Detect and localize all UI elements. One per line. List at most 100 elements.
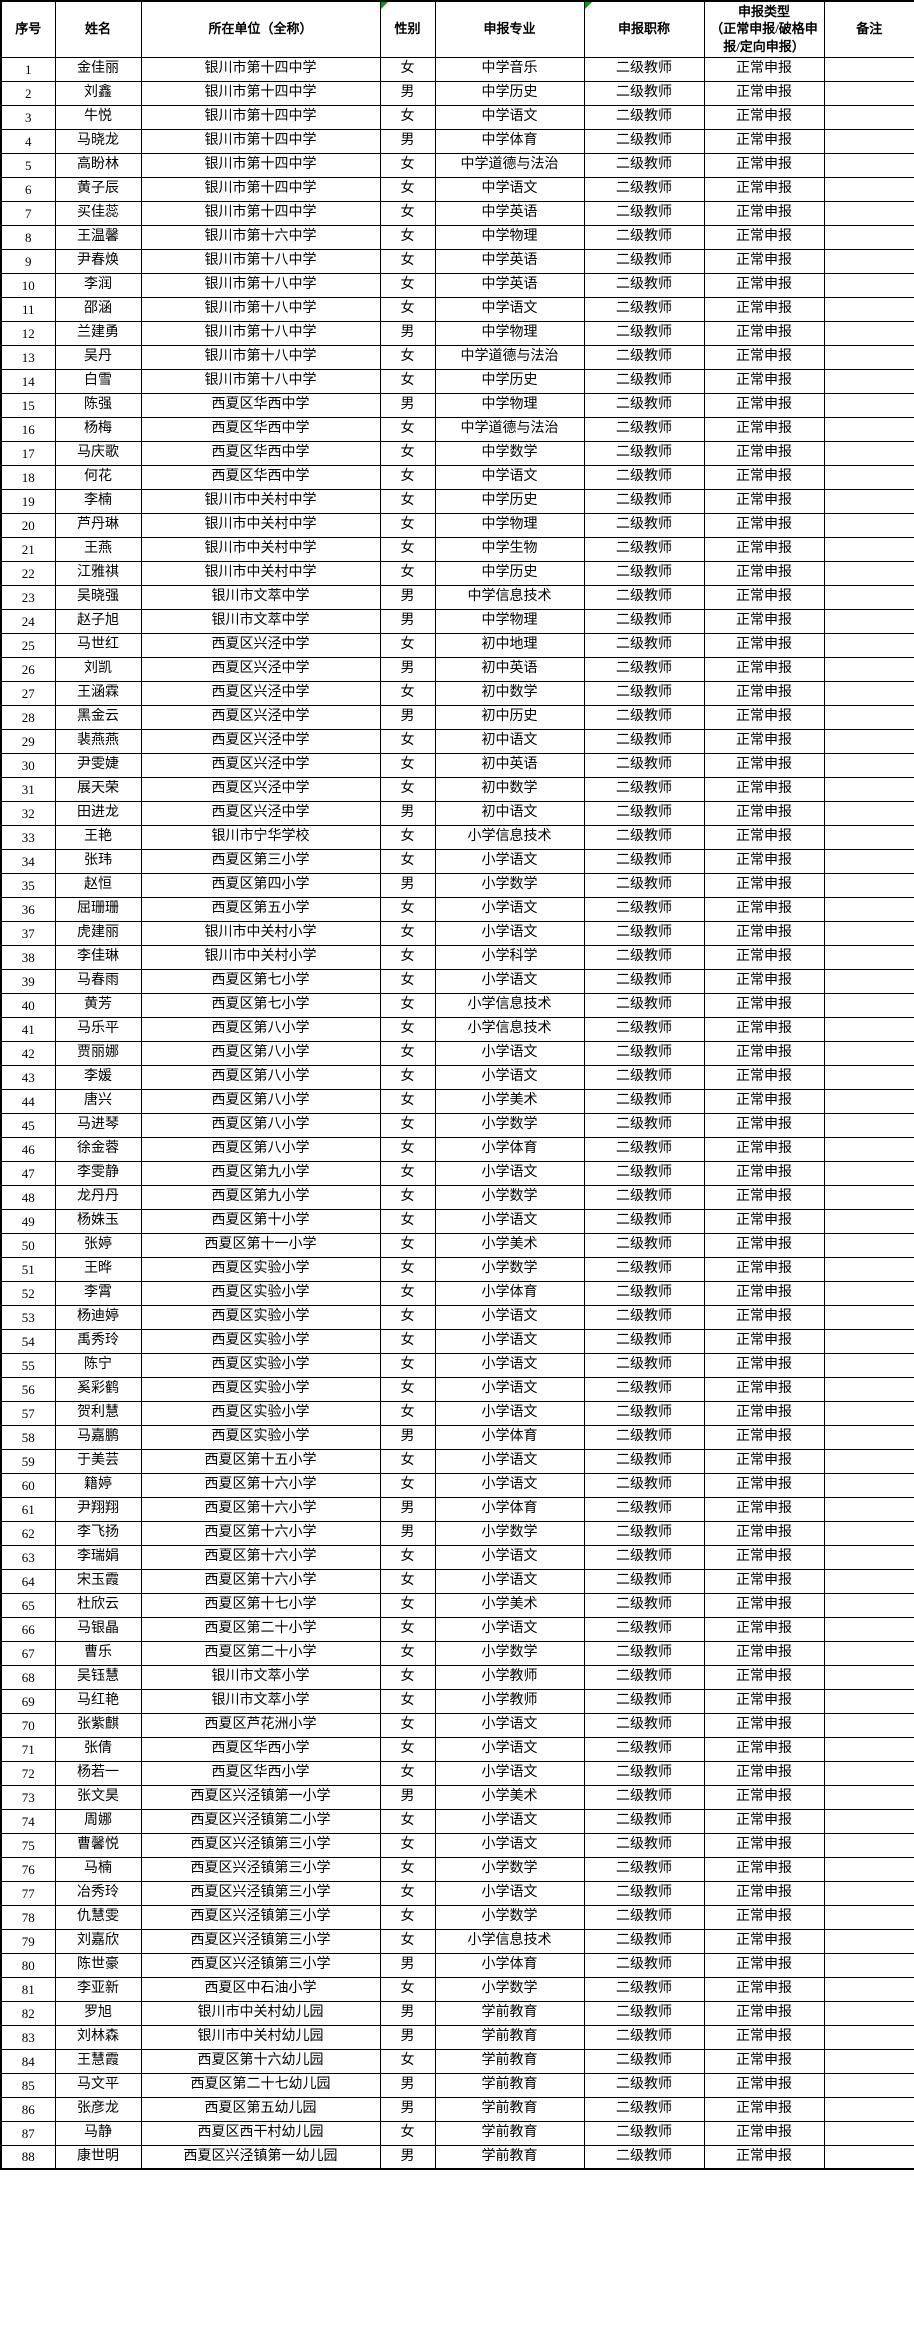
cell-major: 初中语文 <box>434 728 585 754</box>
cell-name: 张文昊 <box>54 1784 142 1810</box>
cell-title: 二级教师 <box>583 1304 705 1330</box>
cell-name: 张彦龙 <box>54 2096 142 2122</box>
cell-gender: 女 <box>379 1064 436 1090</box>
cell-index: 79 <box>0 1928 56 1954</box>
cell-name: 刘林森 <box>54 2024 142 2050</box>
cell-remark <box>823 920 914 946</box>
cell-index: 7 <box>0 200 56 226</box>
cell-index: 52 <box>0 1280 56 1306</box>
cell-major: 学前教育 <box>434 2120 585 2146</box>
cell-major: 中学英语 <box>434 248 585 274</box>
cell-gender: 女 <box>379 1280 436 1306</box>
cell-remark <box>823 1520 914 1546</box>
cell-gender: 女 <box>379 1928 436 1954</box>
cell-major: 小学美术 <box>434 1088 585 1114</box>
cell-name: 兰建勇 <box>54 320 142 346</box>
table-row: 52 李霄 西夏区实验小学女小学体育 二级教师 正常申报 <box>0 1280 914 1306</box>
cell-remark <box>823 224 914 250</box>
cell-title: 二级教师 <box>583 176 705 202</box>
cell-unit: 西夏区兴泾中学 <box>140 800 381 826</box>
cell-name: 马红艳 <box>54 1688 142 1714</box>
cell-major: 小学信息技术 <box>434 824 585 850</box>
table-row: 58 马嘉鹏 西夏区实验小学男小学体育 二级教师 正常申报 <box>0 1424 914 1450</box>
cell-remark <box>823 1208 914 1234</box>
cell-remark <box>823 1112 914 1138</box>
cell-title: 二级教师 <box>583 200 705 226</box>
cell-name: 刘嘉欣 <box>54 1928 142 1954</box>
table-row: 14 白雪 银川市第十八中学女中学历史 二级教师 正常申报 <box>0 368 914 394</box>
cell-index: 11 <box>0 296 56 322</box>
cell-remark <box>823 104 914 130</box>
cell-index: 81 <box>0 1976 56 2002</box>
cell-gender: 女 <box>379 1808 436 1834</box>
cell-remark <box>823 296 914 322</box>
column-header-gender: 性别 <box>379 0 436 58</box>
cell-major: 小学语文 <box>434 920 585 946</box>
cell-index: 20 <box>0 512 56 538</box>
cell-gender: 女 <box>379 848 436 874</box>
cell-title: 二级教师 <box>583 2024 705 2050</box>
cell-major: 小学数学 <box>434 1976 585 2002</box>
cell-index: 50 <box>0 1232 56 1258</box>
cell-title: 二级教师 <box>583 2048 705 2074</box>
cell-apply-type: 正常申报 <box>703 680 825 706</box>
cell-gender: 女 <box>379 488 436 514</box>
cell-major: 小学体育 <box>434 1496 585 1522</box>
cell-unit: 银川市中关村小学 <box>140 920 381 946</box>
cell-remark <box>823 392 914 418</box>
table-row: 33 王艳 银川市宁华学校女小学信息技术 二级教师 正常申报 <box>0 824 914 850</box>
cell-apply-type: 正常申报 <box>703 1880 825 1906</box>
cell-major: 小学信息技术 <box>434 992 585 1018</box>
cell-unit: 银川市第十四中学 <box>140 176 381 202</box>
cell-gender: 女 <box>379 1472 436 1498</box>
cell-unit: 西夏区兴泾中学 <box>140 680 381 706</box>
cell-apply-type: 正常申报 <box>703 1040 825 1066</box>
cell-index: 17 <box>0 440 56 466</box>
cell-unit: 银川市第十四中学 <box>140 56 381 82</box>
cell-major: 学前教育 <box>434 2048 585 2074</box>
cell-name: 曹乐 <box>54 1640 142 1666</box>
cell-gender: 男 <box>379 2024 436 2050</box>
cell-name: 何花 <box>54 464 142 490</box>
cell-index: 86 <box>0 2096 56 2122</box>
cell-unit: 银川市第十八中学 <box>140 272 381 298</box>
table-row: 2 刘鑫 银川市第十四中学男中学历史 二级教师 正常申报 <box>0 80 914 106</box>
cell-index: 60 <box>0 1472 56 1498</box>
cell-name: 马世红 <box>54 632 142 658</box>
cell-gender: 男 <box>379 704 436 730</box>
cell-unit: 西夏区第十六幼儿园 <box>140 2048 381 2074</box>
cell-index: 16 <box>0 416 56 442</box>
cell-unit: 西夏区第五幼儿园 <box>140 2096 381 2122</box>
cell-index: 51 <box>0 1256 56 1282</box>
table-row: 5 高盼林 银川市第十四中学女中学道德与法治 二级教师 正常申报 <box>0 152 914 178</box>
cell-unit: 银川市中关村中学 <box>140 536 381 562</box>
table-row: 69 马红艳 银川市文萃小学女小学教师 二级教师 正常申报 <box>0 1688 914 1714</box>
table-row: 85 马文平 西夏区第二十七幼儿园男学前教育 二级教师 正常申报 <box>0 2072 914 2098</box>
cell-apply-type: 正常申报 <box>703 1184 825 1210</box>
cell-apply-type: 正常申报 <box>703 560 825 586</box>
cell-unit: 银川市文萃中学 <box>140 608 381 634</box>
cell-gender: 女 <box>379 296 436 322</box>
cell-unit: 西夏区第二十小学 <box>140 1640 381 1666</box>
cell-gender: 女 <box>379 1160 436 1186</box>
table-row: 47 李雯静 西夏区第九小学女小学语文 二级教师 正常申报 <box>0 1160 914 1186</box>
cell-gender: 女 <box>379 512 436 538</box>
cell-gender: 男 <box>379 1520 436 1546</box>
cell-apply-type: 正常申报 <box>703 1088 825 1114</box>
cell-gender: 男 <box>379 2144 436 2170</box>
cell-gender: 男 <box>379 656 436 682</box>
cell-name: 陈宁 <box>54 1352 142 1378</box>
cell-unit: 西夏区华西中学 <box>140 440 381 466</box>
cell-major: 中学信息技术 <box>434 584 585 610</box>
cell-unit: 银川市第十四中学 <box>140 152 381 178</box>
cell-title: 二级教师 <box>583 1208 705 1234</box>
cell-title: 二级教师 <box>583 1928 705 1954</box>
cell-remark <box>823 1376 914 1402</box>
cell-index: 19 <box>0 488 56 514</box>
cell-index: 43 <box>0 1064 56 1090</box>
cell-index: 38 <box>0 944 56 970</box>
cell-unit: 西夏区第十六小学 <box>140 1520 381 1546</box>
cell-title: 二级教师 <box>583 1616 705 1642</box>
cell-name: 马乐平 <box>54 1016 142 1042</box>
cell-major: 初中英语 <box>434 752 585 778</box>
